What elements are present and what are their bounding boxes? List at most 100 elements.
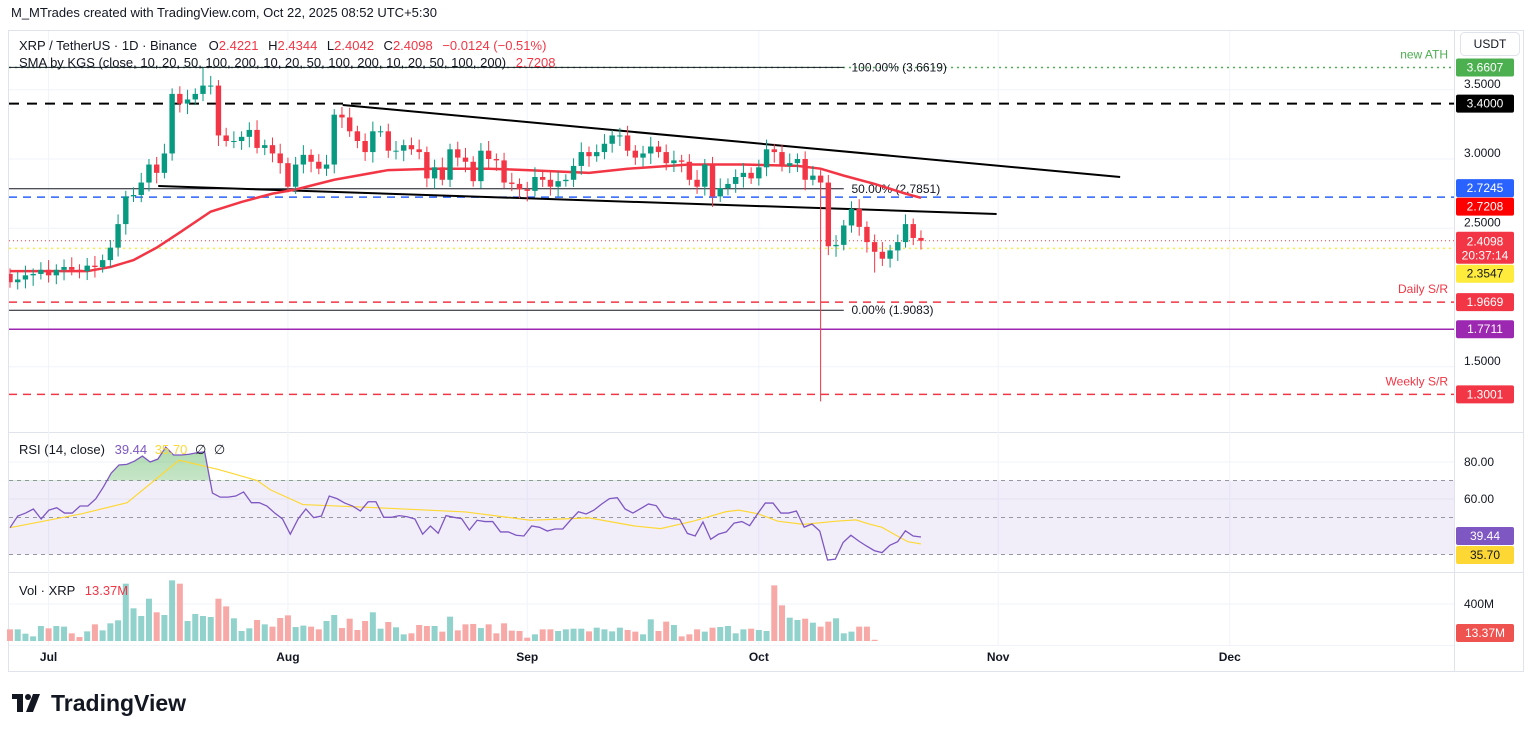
volume-bar (37, 626, 44, 641)
currency-button[interactable]: USDT (1460, 32, 1520, 56)
candle-body (385, 131, 391, 151)
rsi-badge-bg (1456, 527, 1514, 545)
volume-bar (76, 637, 83, 641)
candle (609, 129, 615, 153)
candle-body (45, 269, 52, 276)
candle (771, 143, 777, 163)
volume-bar (261, 624, 268, 641)
candle (902, 214, 909, 248)
rsi-axis-label: 60.00 (1464, 492, 1494, 506)
volume-bar (292, 627, 299, 641)
volume-bar (848, 631, 855, 641)
candle-body (177, 93, 183, 104)
candle-body (462, 157, 469, 162)
open-value: 2.4221 (219, 38, 259, 53)
candle-body (22, 275, 29, 280)
price-pane[interactable]: 100.00% (3.6619) 50.00% (2.7851) 0.00% (1.… (7, 60, 1454, 402)
candle (871, 234, 878, 273)
volume-bar (771, 585, 778, 641)
volume-bar (748, 628, 755, 641)
volume-bar (184, 621, 191, 641)
candle (53, 264, 60, 285)
tradingview-logo[interactable]: TradingView (12, 690, 186, 716)
candle (346, 107, 353, 137)
rsi-ma-badge: 35.70 (1470, 548, 1500, 562)
level-badge-bg (1456, 293, 1514, 312)
candle (431, 159, 438, 189)
candle-body (810, 175, 816, 180)
candle-body (393, 150, 399, 152)
indicator-legend[interactable]: SMA by KGS (close, 10, 20, 50, 100, 200,… (19, 55, 556, 70)
candle-body (794, 159, 801, 164)
level-badge: 3.6607 (1467, 60, 1504, 74)
candle (354, 125, 361, 149)
level-note: Weekly S/R (1386, 374, 1449, 388)
volume-bar (161, 614, 168, 641)
volume-bar (655, 631, 662, 641)
candle-body (76, 269, 83, 272)
candle-body (470, 161, 476, 182)
candle (254, 120, 260, 154)
tradingview-logo-text: TradingView (51, 690, 186, 716)
volume-bar (694, 629, 701, 641)
volume-bar (516, 631, 523, 641)
volume-bar (107, 623, 114, 641)
last-price-badge-bg (1456, 231, 1514, 264)
candle (462, 147, 469, 173)
volume-bar (300, 625, 307, 641)
candle-body (331, 114, 337, 165)
candle-body (208, 85, 214, 87)
rsi-legend[interactable]: RSI (14, close) 39.44 35.70 ∅ ∅ (19, 442, 225, 457)
symbol-legend[interactable]: XRP / TetherUS · 1D · Binance O2.4221 H2… (19, 38, 546, 53)
candle (594, 144, 600, 162)
candle (864, 221, 870, 253)
candle (9, 268, 13, 288)
candle (370, 121, 376, 163)
volume-bar (863, 626, 870, 641)
volume-bar (99, 630, 106, 641)
volume-bar (678, 636, 685, 641)
candle (539, 171, 546, 187)
volume-bar (385, 622, 392, 641)
candle (516, 178, 523, 199)
candle-body (153, 164, 160, 173)
candle-body (879, 251, 886, 259)
volume-bar (308, 626, 315, 641)
candle-body (138, 182, 144, 196)
volume-bar (130, 608, 137, 641)
volume-bar (647, 619, 654, 641)
candle (416, 139, 422, 160)
candle-body (69, 267, 75, 270)
axis-labels: Jul Aug Sep Oct Nov Dec 3.5000 3.0000 2.5000 1.50… (40, 47, 1501, 664)
candle (447, 143, 453, 187)
candle-body (38, 269, 44, 274)
candle (99, 254, 106, 273)
level-badge-bg (1456, 264, 1514, 283)
candle-body (817, 175, 824, 183)
volume-bar (562, 629, 569, 641)
candle-body (215, 85, 222, 136)
volume-bar (354, 629, 361, 641)
volume-bar (555, 631, 562, 641)
candle (748, 167, 754, 184)
fib-label: 100.00% (3.6619) (851, 60, 946, 74)
rsi-pane[interactable] (9, 446, 1454, 561)
level-badge-bg (1456, 94, 1514, 113)
volume-bar (7, 629, 13, 641)
candle (555, 171, 561, 198)
volume-pane[interactable] (7, 580, 878, 641)
candle (153, 156, 160, 184)
volume-bar (833, 618, 840, 641)
volume-bar (601, 629, 608, 641)
volume-bar (192, 613, 199, 641)
volume-legend[interactable]: Vol · XRP 13.37M (19, 583, 128, 598)
candle (308, 149, 314, 173)
level-badge: 2.3547 (1467, 267, 1504, 281)
volume-bar (817, 626, 824, 641)
volume-bar (477, 628, 484, 641)
candle (439, 157, 446, 186)
candle-body (447, 149, 453, 180)
candle-body (887, 250, 893, 259)
candle-body (586, 152, 592, 157)
